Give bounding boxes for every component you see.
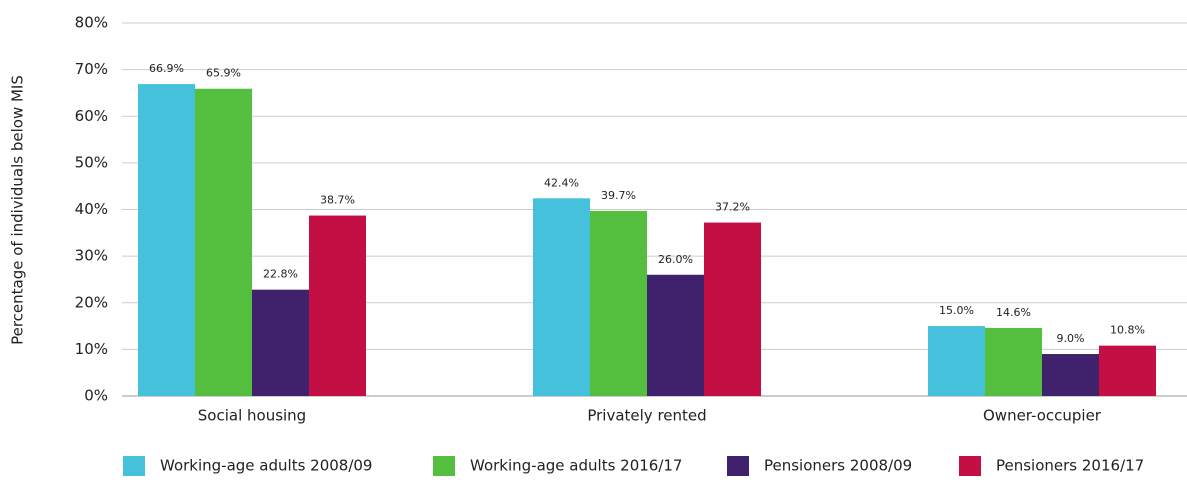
bar	[1042, 354, 1099, 396]
value-label: 10.8%	[1110, 324, 1145, 337]
x-tick-label: Privately rented	[587, 407, 706, 425]
y-axis-title: Percentage of individuals below MIS	[9, 75, 27, 345]
value-label: 15.0%	[939, 304, 974, 317]
legend-swatch	[123, 456, 145, 476]
bar	[252, 289, 309, 396]
bar	[704, 222, 761, 396]
bar	[590, 210, 647, 396]
bar	[138, 84, 195, 397]
bar	[928, 326, 985, 396]
y-tick-label: 40%	[75, 200, 108, 218]
x-tick-label: Owner-occupier	[983, 407, 1102, 425]
bar	[1099, 345, 1156, 396]
bar	[195, 88, 252, 397]
y-tick-label: 60%	[75, 107, 108, 125]
legend-label: Pensioners 2008/09	[764, 457, 912, 475]
legend-label: Working-age adults 2016/17	[470, 457, 682, 475]
legend-swatch	[959, 456, 981, 476]
bar	[309, 215, 366, 396]
value-label: 65.9%	[206, 67, 241, 80]
value-label: 66.9%	[149, 62, 184, 75]
value-label: 42.4%	[544, 176, 579, 189]
y-tick-label: 50%	[75, 153, 108, 171]
y-tick-label: 10%	[75, 340, 108, 358]
y-tick-label: 20%	[75, 293, 108, 311]
y-tick-label: 0%	[84, 387, 108, 405]
legend-swatch	[433, 456, 455, 476]
value-label: 37.2%	[715, 201, 750, 214]
legend-label: Working-age adults 2008/09	[160, 457, 372, 475]
y-tick-label: 80%	[75, 14, 108, 32]
legend-swatch	[727, 456, 749, 476]
y-tick-label: 70%	[75, 60, 108, 78]
x-tick-label: Social housing	[198, 407, 306, 425]
value-label: 26.0%	[658, 253, 693, 266]
bar	[533, 198, 590, 396]
bar	[985, 327, 1042, 396]
value-label: 22.8%	[263, 268, 298, 281]
legend-label: Pensioners 2016/17	[996, 457, 1144, 475]
value-label: 38.7%	[320, 194, 355, 207]
value-label: 9.0%	[1057, 332, 1085, 345]
value-label: 14.6%	[996, 306, 1031, 319]
bar	[647, 274, 704, 396]
value-label: 39.7%	[601, 189, 636, 202]
y-tick-label: 30%	[75, 247, 108, 265]
